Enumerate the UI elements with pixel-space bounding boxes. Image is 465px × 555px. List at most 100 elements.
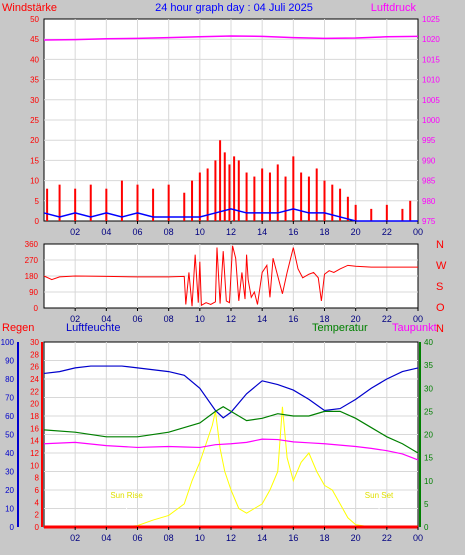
climate-xtick-label: 14: [257, 533, 267, 543]
pressure-ytick-label: 1015: [422, 55, 440, 64]
rain-ytick-label: 2: [35, 511, 40, 520]
climate-xtick-label: 04: [101, 533, 111, 543]
direction-xtick-label: 00: [413, 314, 423, 324]
humidity-ytick-label: 60: [5, 412, 14, 421]
climate-xtick-label: 12: [226, 533, 236, 543]
wind-ytick-label: 40: [30, 55, 39, 64]
wind-ytick-label: 35: [30, 76, 39, 85]
wind-ytick-label: 0: [35, 217, 40, 226]
direction-ytick-label: 90: [29, 288, 38, 297]
humidity-ytick-label: 40: [5, 449, 14, 458]
humidity-ytick-label: 50: [5, 431, 14, 440]
climate-xtick-label: 10: [195, 533, 205, 543]
pressure-ytick-label: 975: [422, 217, 436, 226]
pressure-ytick-label: 995: [422, 136, 436, 145]
pressure-ytick-label: 1020: [422, 35, 440, 44]
climate-xtick-label: 20: [351, 533, 361, 543]
humidity-ytick-label: 0: [10, 523, 15, 532]
pressure-line: [43, 35, 419, 41]
wind-ytick-label: 10: [30, 177, 39, 186]
direction-ytick-label: 360: [25, 240, 39, 249]
direction-xtick-label: 02: [70, 314, 80, 324]
sun-annotation: Sun Rise: [110, 491, 143, 500]
humidity-ytick-label: 20: [5, 486, 14, 495]
pressure-ytick-label: 980: [422, 197, 436, 206]
temp-ytick-label: 25: [424, 407, 433, 416]
wind-ytick-label: 45: [30, 35, 39, 44]
pressure-ytick-label: 1025: [422, 15, 440, 24]
rain-ytick-label: 22: [30, 387, 39, 396]
temperature-axis-title: Temperatur: [312, 322, 368, 334]
direction-xtick-label: 12: [226, 314, 236, 324]
wind-xtick-label: 22: [382, 227, 392, 237]
wind-ytick-label: 25: [30, 116, 39, 125]
direction-xtick-label: 08: [164, 314, 174, 324]
wind-ytick-label: 20: [30, 136, 39, 145]
temp-ytick-label: 5: [424, 500, 429, 509]
pressure-ytick-label: 1005: [422, 96, 440, 105]
rain-axis-title: Regen: [2, 322, 34, 334]
rain-ytick-label: 0: [35, 523, 40, 532]
direction-xtick-label: 06: [132, 314, 142, 324]
temp-ytick-label: 10: [424, 477, 433, 486]
climate-xtick-label: 08: [164, 533, 174, 543]
humidity-axis-title: Luftfeuchte: [66, 322, 120, 334]
temperature-line: [43, 406, 419, 454]
wind-ytick-label: 5: [35, 197, 40, 206]
climate-xtick-label: 22: [382, 533, 392, 543]
dewpoint-axis-title: Taupunkt: [392, 322, 437, 334]
direction-xtick-label: 22: [382, 314, 392, 324]
temp-ytick-label: 40: [424, 338, 433, 347]
rain-ytick-label: 12: [30, 449, 39, 458]
wind-ytick-label: 30: [30, 96, 39, 105]
rain-ytick-label: 16: [30, 424, 39, 433]
pressure-ytick-label: 1000: [422, 116, 440, 125]
rain-ytick-label: 20: [30, 400, 39, 409]
pressure-ytick-label: 990: [422, 156, 436, 165]
rain-ytick-label: 8: [35, 474, 40, 483]
direction-xtick-label: 04: [101, 314, 111, 324]
direction-xtick-label: 14: [257, 314, 267, 324]
rain-ytick-label: 26: [30, 363, 39, 372]
rain-ytick-label: 30: [30, 338, 39, 347]
humidity-line: [43, 365, 419, 419]
direction-xtick-label: 16: [288, 314, 298, 324]
wind-xtick-label: 14: [257, 227, 267, 237]
dewpoint-line: [43, 438, 419, 461]
rain-ytick-label: 18: [30, 412, 39, 421]
wind-xtick-label: 10: [195, 227, 205, 237]
wind-xtick-label: 02: [70, 227, 80, 237]
compass-label: N: [436, 239, 444, 251]
humidity-ytick-label: 100: [1, 338, 15, 347]
wind-xtick-label: 20: [351, 227, 361, 237]
climate-xtick-label: 00: [413, 533, 423, 543]
climate-xtick-label: 06: [132, 533, 142, 543]
wind-xtick-label: 06: [132, 227, 142, 237]
temp-ytick-label: 15: [424, 454, 433, 463]
solar-line: [44, 406, 418, 528]
chart-title: 24 hour graph day : 04 Juli 2025: [155, 2, 313, 14]
humidity-ytick-label: 90: [5, 357, 14, 366]
wind-ytick-label: 50: [30, 15, 39, 24]
climate-xtick-label: 02: [70, 533, 80, 543]
wind-xtick-label: 16: [288, 227, 298, 237]
wind-xtick-label: 00: [413, 227, 423, 237]
pressure-ytick-label: 1010: [422, 76, 440, 85]
wind-ytick-label: 15: [30, 156, 39, 165]
wind-xtick-label: 18: [319, 227, 329, 237]
direction-ytick-label: 180: [25, 272, 39, 281]
wind-axis-title: Windstärke: [2, 2, 57, 14]
direction-ytick-label: 0: [34, 304, 39, 313]
temp-ytick-label: 35: [424, 361, 433, 370]
temp-ytick-label: 30: [424, 384, 433, 393]
wind-xtick-label: 04: [101, 227, 111, 237]
humidity-ytick-label: 10: [5, 505, 14, 514]
rain-ytick-label: 6: [35, 486, 40, 495]
rain-ytick-label: 24: [30, 375, 39, 384]
compass-label: W: [436, 260, 447, 272]
temp-ytick-label: 20: [424, 431, 433, 440]
wind-direction-line: [43, 245, 418, 307]
pressure-axis-title: Luftdruck: [371, 2, 417, 14]
direction-xtick-label: 10: [195, 314, 205, 324]
climate-xtick-label: 18: [319, 533, 329, 543]
